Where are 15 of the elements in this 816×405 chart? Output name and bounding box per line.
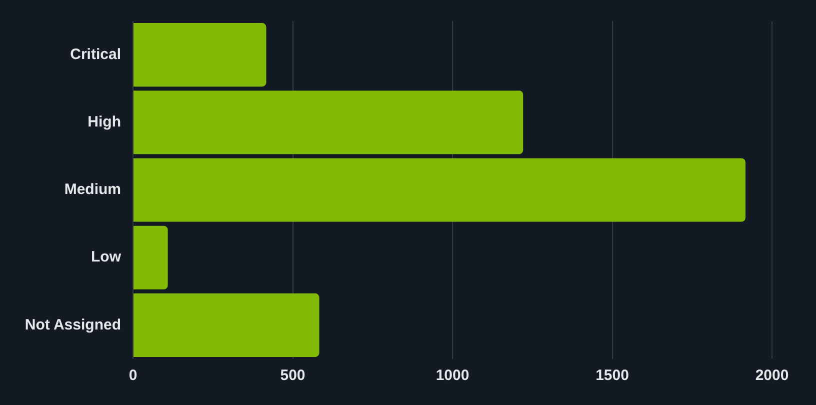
y-tick-label: High: [88, 114, 121, 131]
x-tick-label: 500: [280, 367, 306, 384]
bar: [134, 23, 266, 87]
x-tick-label: 1500: [596, 367, 629, 384]
x-tick-label: 2000: [755, 367, 789, 384]
y-tick-label: Critical: [70, 46, 121, 63]
y-tick-label: Medium: [64, 181, 121, 198]
bar: [134, 158, 746, 222]
bar: [134, 293, 320, 357]
bar: [134, 226, 168, 290]
x-tick-label: 0: [128, 367, 138, 384]
bar: [134, 90, 524, 154]
x-tick-label: 1000: [436, 367, 470, 384]
y-tick-label: Low: [91, 248, 122, 266]
y-tick-label: Not Assigned: [24, 316, 121, 334]
